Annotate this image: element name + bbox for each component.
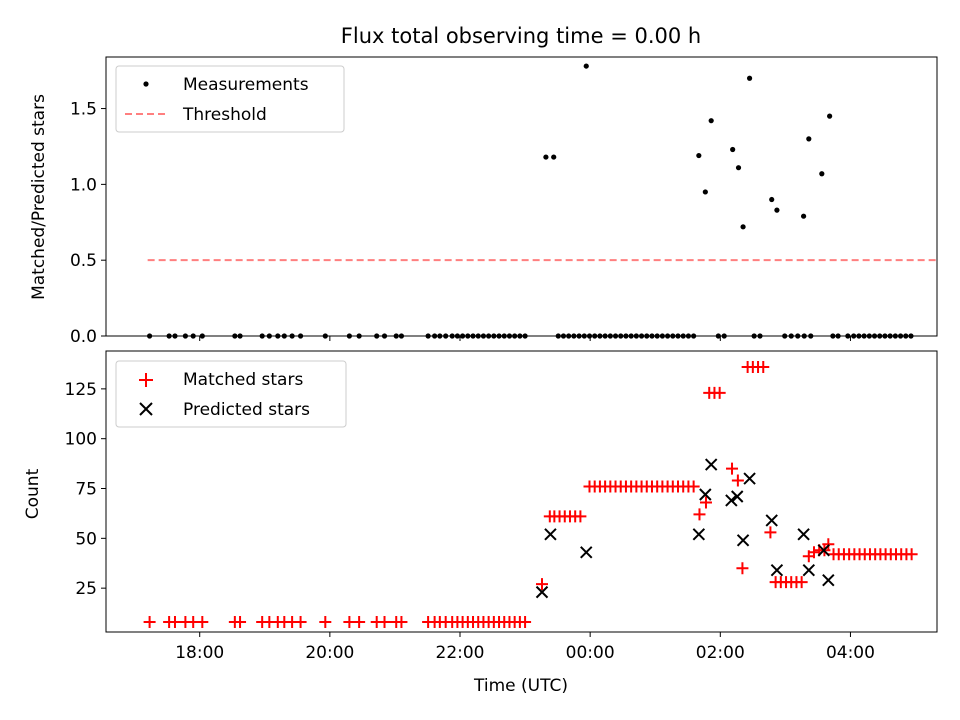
x-tick-label: 02:00 [696,643,745,663]
count-ylabel: Count [23,468,43,519]
legend-matched-label: Matched stars [183,370,303,390]
predicted-star-point [765,514,778,527]
matched-star-point [693,508,706,521]
ratio-legend: Measurements Threshold [115,65,345,133]
legend-measurement-dot [143,81,149,87]
measurement-point [702,189,708,195]
matched-star-point [713,386,726,399]
predicted-star-point [797,528,810,541]
count-marks [143,360,918,629]
matched-star-point [822,538,835,551]
predicted-star-point [736,534,750,547]
predicted-star-point [770,564,784,577]
matched-star-point [699,496,712,509]
predicted-star-point [725,494,738,507]
matched-star-point [757,360,770,373]
x-tick-label: 18:00 [175,643,224,663]
measurement-point [769,196,775,203]
count-legend: Matched stars Predicted stars [115,360,347,428]
predicted-star-point [802,564,816,577]
matched-star-point [731,474,744,487]
count-ticks: 25 50 75 100 125 18:00 20:00 22:00 00:00 02:00 04:… [65,380,875,663]
x-tick-label: 04:00 [826,643,875,663]
matched-star-point [143,616,156,629]
chart-title: Flux total observing time = 0.00 h [341,24,701,48]
predicted-star-point [704,458,718,471]
y-tick-label: 125 [65,380,97,400]
measurement-point [583,63,589,69]
matched-star-point [808,546,821,559]
matched-star-point [736,562,749,575]
measurement-point [746,75,753,81]
predicted-star-point [817,544,830,557]
predicted-star-point [692,528,706,541]
matched-star-point [168,616,181,629]
measurement-point [819,171,825,177]
y-tick-label: 100 [65,430,97,450]
y-tick-label: 25 [75,579,97,599]
measurement-point [800,213,807,219]
predicted-star-point [743,472,756,485]
legend-predicted-cross [139,402,153,416]
ratio-legend-box [115,65,345,133]
y-tick-label: 0.0 [70,327,97,347]
predicted-star-point [544,528,557,541]
predicted-star-point [731,490,744,503]
count-panel: 25 50 75 100 125 18:00 20:00 22:00 00:00 02:00 04:… [23,350,938,696]
predicted-star-point [580,546,593,559]
measurement-point [543,154,549,160]
measurement-point [708,118,714,124]
ratio-ticks: 0.0 0.5 1.0 1.5 [70,100,851,347]
y-tick-label: 1.5 [70,100,97,120]
measurement-point [551,154,557,160]
ratio-ylabel: Matched/Predicted stars [29,94,49,300]
x-axis-label: Time (UTC) [473,676,568,696]
ratio-panel: 0.0 0.5 1.0 1.5 Matched/Predicted stars Mea… [29,56,938,347]
y-tick-label: 75 [75,480,97,500]
ratio-frame [105,56,938,337]
matched-star-point [726,462,739,475]
legend-measurements-label: Measurements [183,75,309,95]
matched-star-point [234,616,247,629]
y-tick-label: 0.5 [70,251,97,271]
matched-star-point [294,616,307,629]
matched-star-point [905,548,918,561]
legend-predicted-label: Predicted stars [183,400,310,420]
legend-threshold-label: Threshold [182,105,267,125]
legend-matched-plus [139,373,153,387]
matched-star-point [535,578,548,591]
predicted-star-point [822,573,835,587]
x-tick-label: 20:00 [305,643,354,663]
measurement-point [740,224,746,230]
matched-star-point [378,616,391,629]
matched-star-point [519,616,532,629]
predicted-star-point [699,488,712,501]
x-tick-label: 00:00 [566,643,615,663]
measurement-point [806,136,812,142]
measurement-point [774,207,780,213]
matched-star-point [795,576,808,589]
measurement-point [730,146,736,153]
matched-star-point [395,616,408,629]
matched-star-point [764,526,777,539]
x-tick-label: 22:00 [436,643,485,663]
matched-star-point [196,616,209,629]
predicted-star-point [535,585,549,599]
count-legend-box [115,360,347,428]
matched-star-point [687,480,700,493]
matched-star-point [353,616,366,629]
measurement-point [827,113,833,119]
matched-star-point [319,616,332,629]
y-tick-label: 50 [75,529,97,549]
y-tick-label: 1.0 [70,175,97,195]
matched-star-point [574,510,587,523]
measurement-point [735,165,742,171]
count-frame [105,350,938,633]
measurement-point [696,152,702,159]
